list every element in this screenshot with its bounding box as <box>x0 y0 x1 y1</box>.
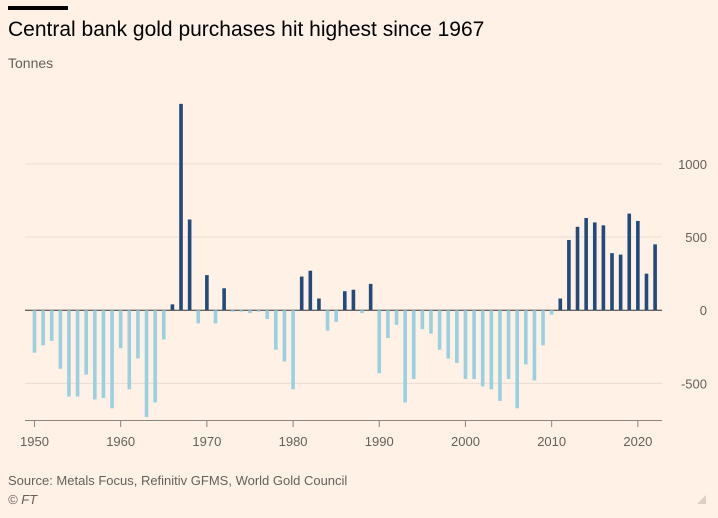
bar-1957 <box>93 310 97 400</box>
bar-1958 <box>101 310 106 399</box>
bar-1993 <box>403 310 407 403</box>
bar-1994 <box>411 310 416 380</box>
bar-2010 <box>549 310 554 315</box>
y-tick-label: 500 <box>685 230 707 245</box>
x-tick-label: 1970 <box>192 434 221 449</box>
x-tick-label: 1950 <box>20 434 49 449</box>
bar-1976 <box>256 310 261 312</box>
title-rule <box>8 6 68 10</box>
bar-1956 <box>84 310 89 375</box>
bar-2020 <box>636 220 640 311</box>
bar-1974 <box>239 310 244 312</box>
bar-2002 <box>480 310 485 387</box>
bar-1960 <box>118 310 123 349</box>
bar-1954 <box>67 310 71 397</box>
bar-1964 <box>153 310 157 403</box>
x-tick-label: 1960 <box>106 434 135 449</box>
bar-1982 <box>308 270 313 311</box>
bar-1979 <box>282 310 287 362</box>
bar-1955 <box>75 310 80 397</box>
bar-1996 <box>429 310 433 334</box>
bar-1968 <box>187 219 192 311</box>
bar-2011 <box>558 298 563 311</box>
bar-2003 <box>489 310 494 390</box>
bar-1950 <box>32 310 37 353</box>
x-tick-label: 2020 <box>623 434 652 449</box>
bar-2013 <box>575 226 580 311</box>
bar-1965 <box>161 310 166 340</box>
bar-2022 <box>653 244 657 311</box>
bar-1963 <box>144 310 149 418</box>
bar-2001 <box>472 310 476 380</box>
x-tick-label: 1980 <box>279 434 308 449</box>
bar-1961 <box>127 310 132 390</box>
bar-1970 <box>205 275 209 311</box>
bar-1952 <box>49 310 54 341</box>
bar-1997 <box>437 310 442 350</box>
bar-2018 <box>618 254 623 311</box>
chart-title: Central bank gold purchases hit highest … <box>8 18 485 41</box>
bar-1959 <box>110 310 114 409</box>
bar-1991 <box>386 310 390 339</box>
bar-1992 <box>394 310 399 325</box>
y-tick-label: 0 <box>700 303 707 318</box>
bar-1971 <box>213 310 218 324</box>
bar-1983 <box>317 298 321 311</box>
bar-1986 <box>342 291 347 311</box>
bar-1953 <box>58 310 63 369</box>
bar-2014 <box>584 218 588 311</box>
bar-1966 <box>170 304 175 311</box>
bar-1985 <box>334 310 338 322</box>
bar-1975 <box>248 310 252 314</box>
bar-1969 <box>196 310 201 324</box>
bar-2016 <box>601 225 606 311</box>
source-note: Source: Metals Focus, Refinitiv GFMS, Wo… <box>8 473 348 488</box>
y-tick-label: -500 <box>681 376 707 391</box>
bar-1967 <box>179 103 183 311</box>
bar-2004 <box>498 310 502 401</box>
y-axis-unit-label: Tonnes <box>8 55 54 71</box>
bar-1989 <box>368 283 373 311</box>
bar-1981 <box>299 276 304 311</box>
bar-1972 <box>222 288 226 311</box>
y-tick-label: 1000 <box>678 157 707 172</box>
bar-1988 <box>360 310 364 314</box>
bar-1990 <box>377 310 382 374</box>
bar-2007 <box>523 310 528 365</box>
bar-1980 <box>291 310 295 390</box>
bar-2005 <box>506 310 511 380</box>
bar-2019 <box>627 213 632 311</box>
bar-1987 <box>351 289 356 311</box>
bar-2017 <box>610 253 614 311</box>
bar-1977 <box>265 310 270 320</box>
bar-2021 <box>644 273 649 311</box>
bar-1999 <box>455 310 459 363</box>
ft-credit: © FT <box>8 492 38 507</box>
bar-1962 <box>136 310 140 359</box>
x-tick-label: 1990 <box>365 434 394 449</box>
bar-2015 <box>592 222 597 311</box>
x-tick-label: 2010 <box>537 434 566 449</box>
bar-1998 <box>446 310 451 359</box>
bar-2006 <box>515 310 519 409</box>
x-tick-label: 2000 <box>451 434 480 449</box>
bar-1995 <box>420 310 425 330</box>
bar-1978 <box>274 310 278 350</box>
bar-2008 <box>532 310 537 381</box>
bar-1951 <box>41 310 45 346</box>
bar-2012 <box>567 239 571 311</box>
bar-1973 <box>230 310 235 312</box>
bar-2000 <box>463 310 468 380</box>
resize-handle-icon[interactable] <box>697 495 706 504</box>
bar-1984 <box>325 310 330 331</box>
bar-2009 <box>541 310 545 346</box>
